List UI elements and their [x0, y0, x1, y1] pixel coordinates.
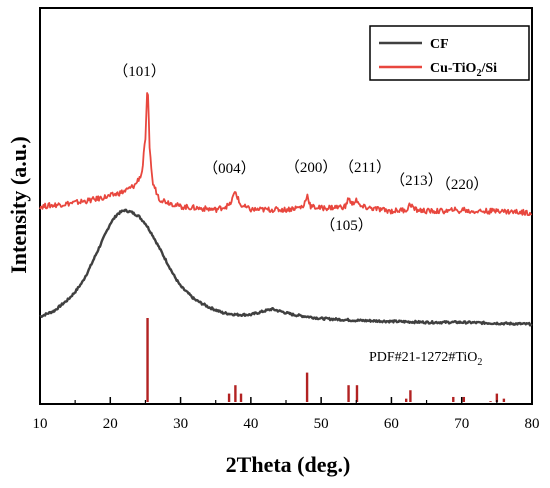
peak-label: （004） [203, 160, 256, 177]
legend-box [369, 25, 530, 81]
peak-label: （105） [320, 217, 373, 234]
peak-label: （220） [436, 176, 489, 193]
x-tick-label: 10 [33, 416, 48, 432]
series-layer [39, 92, 533, 327]
x-axis-title: 2Theta (deg.) [226, 452, 351, 477]
peak-label: （101） [113, 63, 166, 80]
x-tick-label: 20 [103, 416, 118, 432]
y-axis-title: Intensity (a.u.) [6, 136, 31, 274]
x-tick-label: 30 [173, 416, 188, 432]
legend-label-cf: CF [430, 37, 449, 52]
peak-label: （213） [390, 172, 443, 189]
series-line-cf [39, 208, 533, 327]
x-tick-label: 60 [384, 416, 399, 432]
legend-label-cu-tio2-si: Cu-TiO2/Si [430, 61, 497, 79]
x-tick-label: 70 [454, 416, 469, 432]
reference-pattern-label: PDF#21-1272#TiO2 [369, 350, 482, 368]
x-tick-label: 80 [525, 416, 540, 432]
series-line-cu-tio2-si [39, 92, 533, 217]
peak-label: （200） [285, 159, 338, 176]
x-tick-label: 50 [314, 416, 329, 432]
x-tick-label: 40 [243, 416, 258, 432]
peak-annotations: （101） （004） （200） （211）（213）（220） （105） [113, 63, 488, 234]
axes: 10 20 30 40 50 60 70 80 [33, 397, 540, 432]
legend: CF Cu-TiO2/Si [369, 25, 530, 81]
peak-label: （211） [339, 159, 391, 176]
